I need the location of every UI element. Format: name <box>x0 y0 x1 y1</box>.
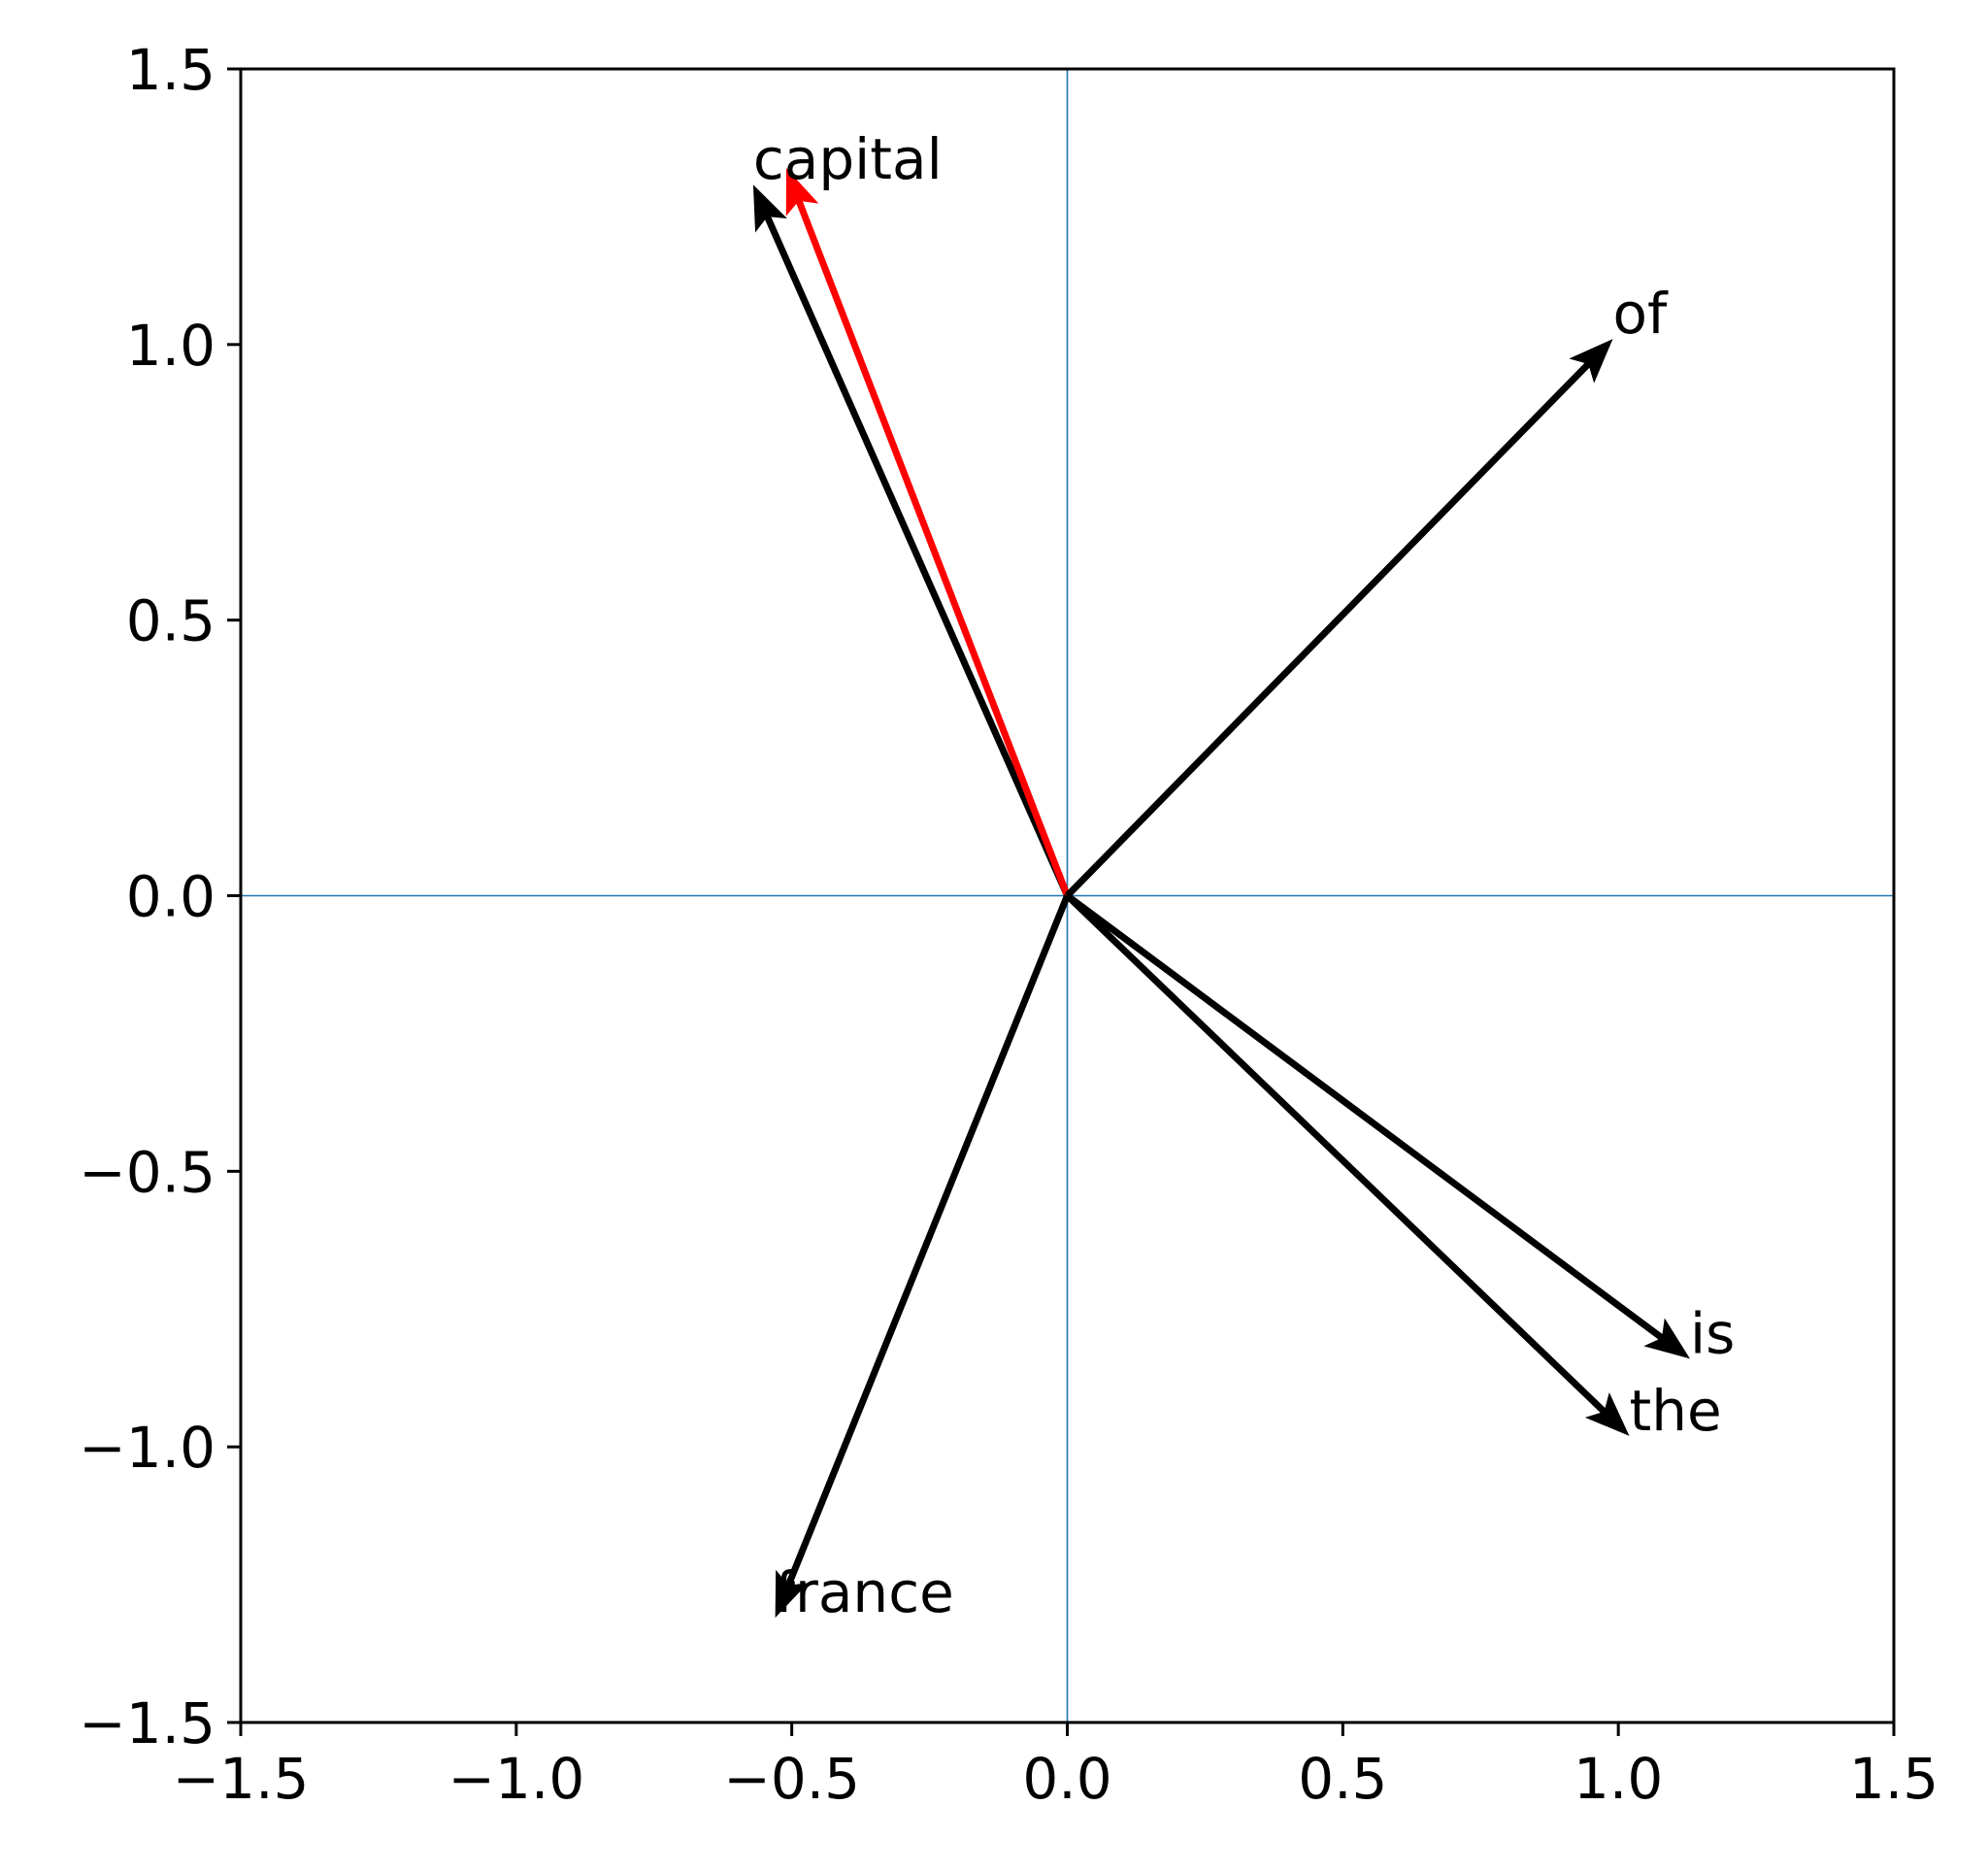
y-tick-label: 0.0 <box>126 864 215 930</box>
x-tick-label: 1.0 <box>1574 1746 1663 1812</box>
y-tick-label: −1.5 <box>79 1690 215 1756</box>
vectors <box>752 168 1690 1619</box>
x-tick-label: 0.5 <box>1298 1746 1387 1812</box>
arrow-capital <box>752 184 1071 897</box>
arrow-france <box>775 894 1071 1619</box>
label-france: france <box>776 1559 954 1625</box>
arrow-the <box>1065 892 1630 1436</box>
label-the: the <box>1630 1378 1722 1444</box>
y-tick-label: 0.5 <box>126 588 215 654</box>
label-is: is <box>1690 1300 1735 1366</box>
arrow-of <box>1065 339 1613 898</box>
ticks: −1.5 −1.0 −0.5 0.0 0.5 1.0 1.5 −1.5 −1.0 −0.5 0.0 0… <box>79 37 1938 1812</box>
y-tick-label: −1.0 <box>79 1415 215 1481</box>
y-tick-label: 1.5 <box>126 37 215 103</box>
x-tick-label: −0.5 <box>723 1746 860 1812</box>
x-tick-label: −1.5 <box>173 1746 310 1812</box>
x-tick-label: 0.0 <box>1022 1746 1111 1812</box>
y-tick-label: 1.0 <box>126 313 215 379</box>
x-tick-label: 1.5 <box>1849 1746 1938 1812</box>
y-tick-label: −0.5 <box>79 1139 215 1205</box>
label-capital: capital <box>753 126 943 192</box>
arrow-capital-highlight <box>785 168 1071 897</box>
label-of: of <box>1612 281 1668 347</box>
vector-labels: capital of is the france <box>753 126 1735 1625</box>
x-tick-label: −1.0 <box>447 1746 584 1812</box>
arrow-is <box>1065 892 1690 1359</box>
